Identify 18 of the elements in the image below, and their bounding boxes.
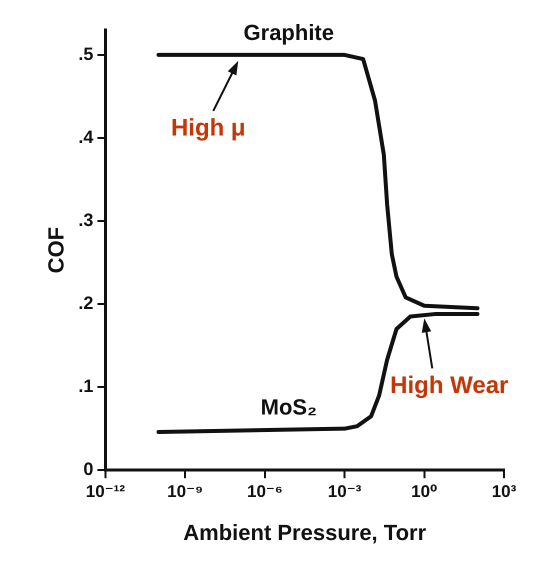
y-axis-title: COF [43,226,68,274]
y-tick-label: .4 [78,126,94,147]
y-tick-label: .5 [78,44,94,64]
y-tick-label: 0 [83,459,94,480]
x-tick-label: 10⁻⁶ [246,482,283,502]
x-tick-label: 10⁰ [411,482,438,502]
series-label: Graphite [244,20,334,45]
x-axis-title: Ambient Pressure, Torr [183,520,427,545]
x-tick-label: 10⁻⁹ [167,482,204,502]
x-tick-label: 10⁻¹² [86,482,126,502]
y-tick-label: .1 [78,376,94,396]
y-tick-label: .3 [78,210,94,230]
annotation: High μ [170,114,246,142]
x-tick-label: 10³ [492,482,517,502]
x-tick-label: 10⁻³ [328,482,362,502]
y-tick-label: .2 [78,293,94,314]
series-label: MoS₂ [260,394,317,420]
annotation: High Wear [390,372,508,400]
